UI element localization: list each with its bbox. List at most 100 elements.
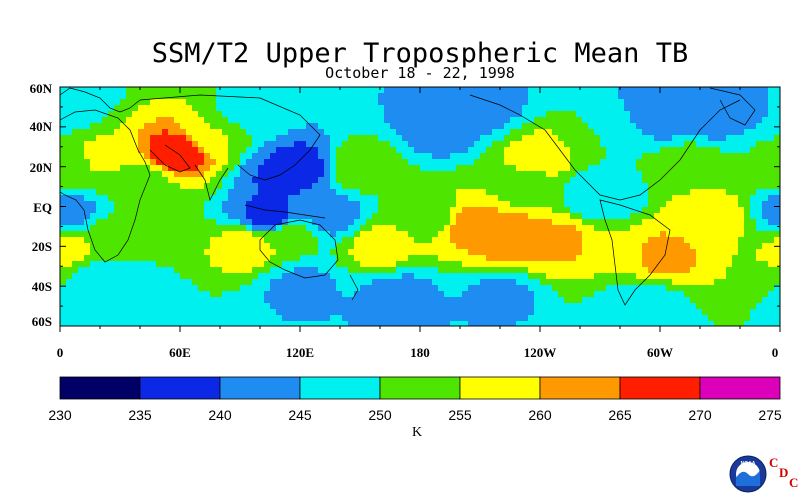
heatmap-cell [78,213,85,220]
heatmap-cell [738,303,745,310]
heatmap-cell [366,285,373,292]
heatmap-cell [324,285,331,292]
heatmap-cell [306,291,313,298]
heatmap-cell [702,153,709,160]
heatmap-cell [78,99,85,106]
heatmap-cell [192,315,199,322]
heatmap-cell [498,261,505,268]
heatmap-cell [390,309,397,316]
heatmap-cell [348,189,355,196]
heatmap-cell [222,105,229,112]
heatmap-cell [390,159,397,166]
heatmap-cell [624,273,631,280]
heatmap-cell [300,261,307,268]
heatmap-cell [150,291,157,298]
heatmap-cell [282,111,289,118]
heatmap-cell [330,129,337,136]
heatmap-cell [360,321,367,326]
heatmap-cell [600,183,607,190]
heatmap-cell [114,219,121,226]
heatmap-cell [624,93,631,100]
heatmap-cell [444,321,451,326]
heatmap-cell [402,117,409,124]
heatmap-cell [378,243,385,250]
heatmap-cell [102,147,109,154]
heatmap-cell [96,99,103,106]
heatmap-cell [684,285,691,292]
heatmap-cell [288,159,295,166]
heatmap-cell [312,279,319,286]
heatmap-cell [420,171,427,178]
heatmap-cell [426,231,433,238]
heatmap-cell [444,87,451,94]
heatmap-cell [366,267,373,274]
heatmap-cell [342,171,349,178]
heatmap-cell [588,141,595,148]
heatmap-cell [258,195,265,202]
heatmap-cell [660,213,667,220]
heatmap-cell [522,201,529,208]
heatmap-cell [642,189,649,196]
heatmap-cell [576,165,583,172]
heatmap-cell [762,231,769,238]
heatmap-cell [684,93,691,100]
heatmap-cell [570,213,577,220]
heatmap-cell [426,93,433,100]
heatmap-cell [342,219,349,226]
heatmap-cell [378,129,385,136]
heatmap-cell [618,111,625,118]
heatmap-cell [696,201,703,208]
heatmap-cell [300,129,307,136]
heatmap-cell [576,219,583,226]
heatmap-cell [120,285,127,292]
heatmap-cell [204,111,211,118]
heatmap-cell [546,183,553,190]
heatmap-cell [168,99,175,106]
heatmap-cell [516,147,523,154]
heatmap-cell [78,87,85,94]
heatmap-cell [108,243,115,250]
heatmap-cell [78,315,85,322]
heatmap-cell [408,201,415,208]
heatmap-cell [726,177,733,184]
heatmap-cell [426,213,433,220]
heatmap-cell [318,111,325,118]
heatmap-cell [234,291,241,298]
heatmap-cell [402,285,409,292]
heatmap-cell [474,105,481,112]
heatmap-cell [354,207,361,214]
heatmap-cell [462,123,469,130]
heatmap-cell [408,129,415,136]
heatmap-cell [540,267,547,274]
heatmap-cell [294,291,301,298]
heatmap-cell [336,153,343,160]
heatmap-cell [378,267,385,274]
heatmap-cell [564,237,571,244]
heatmap-cell [192,147,199,154]
heatmap-cell [348,237,355,244]
heatmap-cell [234,141,241,148]
heatmap-cell [606,291,613,298]
heatmap-cell [378,177,385,184]
heatmap-cell [102,225,109,232]
heatmap-cell [384,309,391,316]
heatmap-cell [774,231,780,238]
heatmap-cell [450,237,457,244]
heatmap-cell [450,87,457,94]
heatmap-cell [582,195,589,202]
heatmap-cell [294,171,301,178]
heatmap-cell [150,189,157,196]
heatmap-cell [744,261,751,268]
heatmap-cell [630,273,637,280]
heatmap-cell [522,153,529,160]
heatmap-cell [756,93,763,100]
heatmap-cell [126,189,133,196]
heatmap-cell [330,153,337,160]
heatmap-cell [540,99,547,106]
heatmap-cell [168,219,175,226]
heatmap-cell [366,315,373,322]
heatmap-cell [660,309,667,316]
heatmap-cell [306,243,313,250]
heatmap-cell [300,303,307,310]
heatmap-cell [222,141,229,148]
